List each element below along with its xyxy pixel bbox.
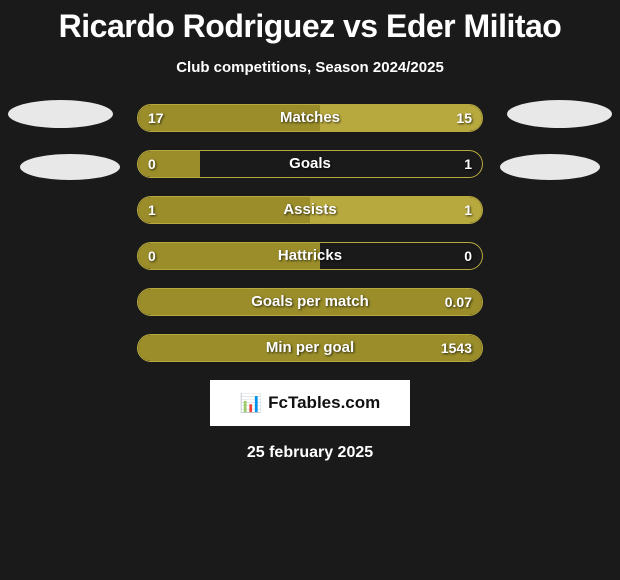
stat-value-right: 1: [464, 197, 472, 223]
player-right-oval-1: [507, 100, 612, 128]
stat-label: Goals: [138, 151, 482, 177]
stat-row: 0Hattricks0: [137, 242, 483, 270]
stat-row: 17Matches15: [137, 104, 483, 132]
stat-value-right: 0: [464, 243, 472, 269]
player-left-oval-1: [8, 100, 113, 128]
bars-container: 17Matches150Goals11Assists10Hattricks0Go…: [137, 104, 483, 362]
stat-row: 0Goals1: [137, 150, 483, 178]
stat-label: Min per goal: [138, 335, 482, 361]
stat-row: Min per goal1543: [137, 334, 483, 362]
logo-badge: 📊 FcTables.com: [210, 380, 410, 426]
logo-text: FcTables.com: [268, 393, 380, 413]
stat-label: Hattricks: [138, 243, 482, 269]
stat-row: Goals per match0.07: [137, 288, 483, 316]
page-title: Ricardo Rodriguez vs Eder Militao: [0, 0, 620, 45]
comparison-chart: 17Matches150Goals11Assists10Hattricks0Go…: [0, 104, 620, 362]
stat-value-right: 15: [456, 105, 472, 131]
stat-value-right: 1543: [441, 335, 472, 361]
player-left-oval-2: [20, 154, 120, 180]
player-right-oval-2: [500, 154, 600, 180]
date-label: 25 february 2025: [0, 444, 620, 462]
stat-value-right: 1: [464, 151, 472, 177]
stat-label: Goals per match: [138, 289, 482, 315]
stat-label: Assists: [138, 197, 482, 223]
subtitle: Club competitions, Season 2024/2025: [0, 59, 620, 76]
stat-row: 1Assists1: [137, 196, 483, 224]
chart-icon: 📊: [240, 393, 262, 414]
stat-label: Matches: [138, 105, 482, 131]
stat-value-right: 0.07: [445, 289, 472, 315]
